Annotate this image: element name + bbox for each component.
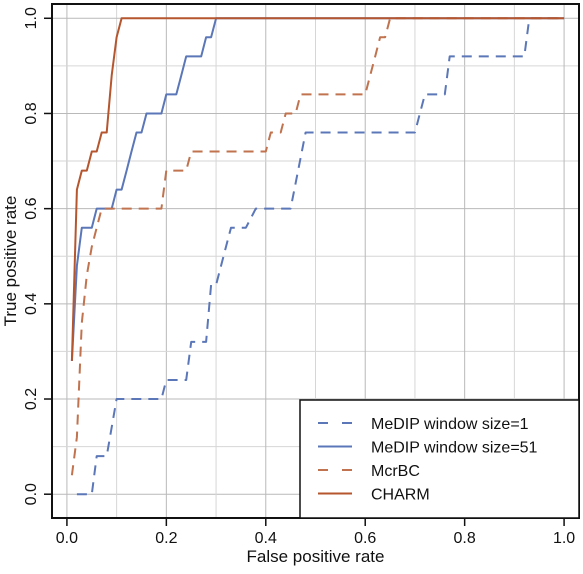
legend-label: MeDIP window size=51	[371, 440, 538, 457]
y-tick-label: 0.6	[23, 197, 40, 219]
series-lines	[70, 17, 565, 496]
y-axis-ticks: 0.0 0.2 0.4 0.6 0.8 1.0	[23, 7, 52, 505]
x-tick-label: 0.8	[454, 530, 476, 547]
y-tick-label: 0.0	[23, 483, 40, 505]
y-tick-label: 0.2	[23, 388, 40, 410]
x-tick-label: 0.6	[354, 530, 376, 547]
x-axis-ticks: 0.0 0.2 0.4 0.6 0.8 1.0	[56, 518, 575, 547]
series-line-medip-window-size-51	[70, 17, 565, 361]
y-tick-label: 1.0	[23, 7, 40, 29]
x-tick-label: 0.0	[56, 530, 78, 547]
x-axis-title: False positive rate	[247, 547, 385, 566]
y-tick-label: 0.4	[23, 293, 40, 315]
legend-label: CHARM	[371, 487, 430, 504]
legend-label: MeDIP window size=1	[371, 416, 529, 433]
series-line-medip-window-size-1	[76, 17, 565, 496]
legend: MeDIP window size=1 MeDIP window size=51 M…	[299, 399, 580, 519]
x-tick-label: 0.4	[255, 530, 277, 547]
legend-label: McrBC	[371, 463, 420, 480]
series-line-mcrbc	[70, 17, 565, 476]
y-axis-title: True positive rate	[1, 196, 20, 327]
legend-box	[299, 399, 580, 519]
x-tick-label: 1.0	[553, 530, 575, 547]
series-line-charm	[70, 17, 565, 361]
y-tick-label: 0.8	[23, 102, 40, 124]
x-tick-label: 0.2	[155, 530, 177, 547]
